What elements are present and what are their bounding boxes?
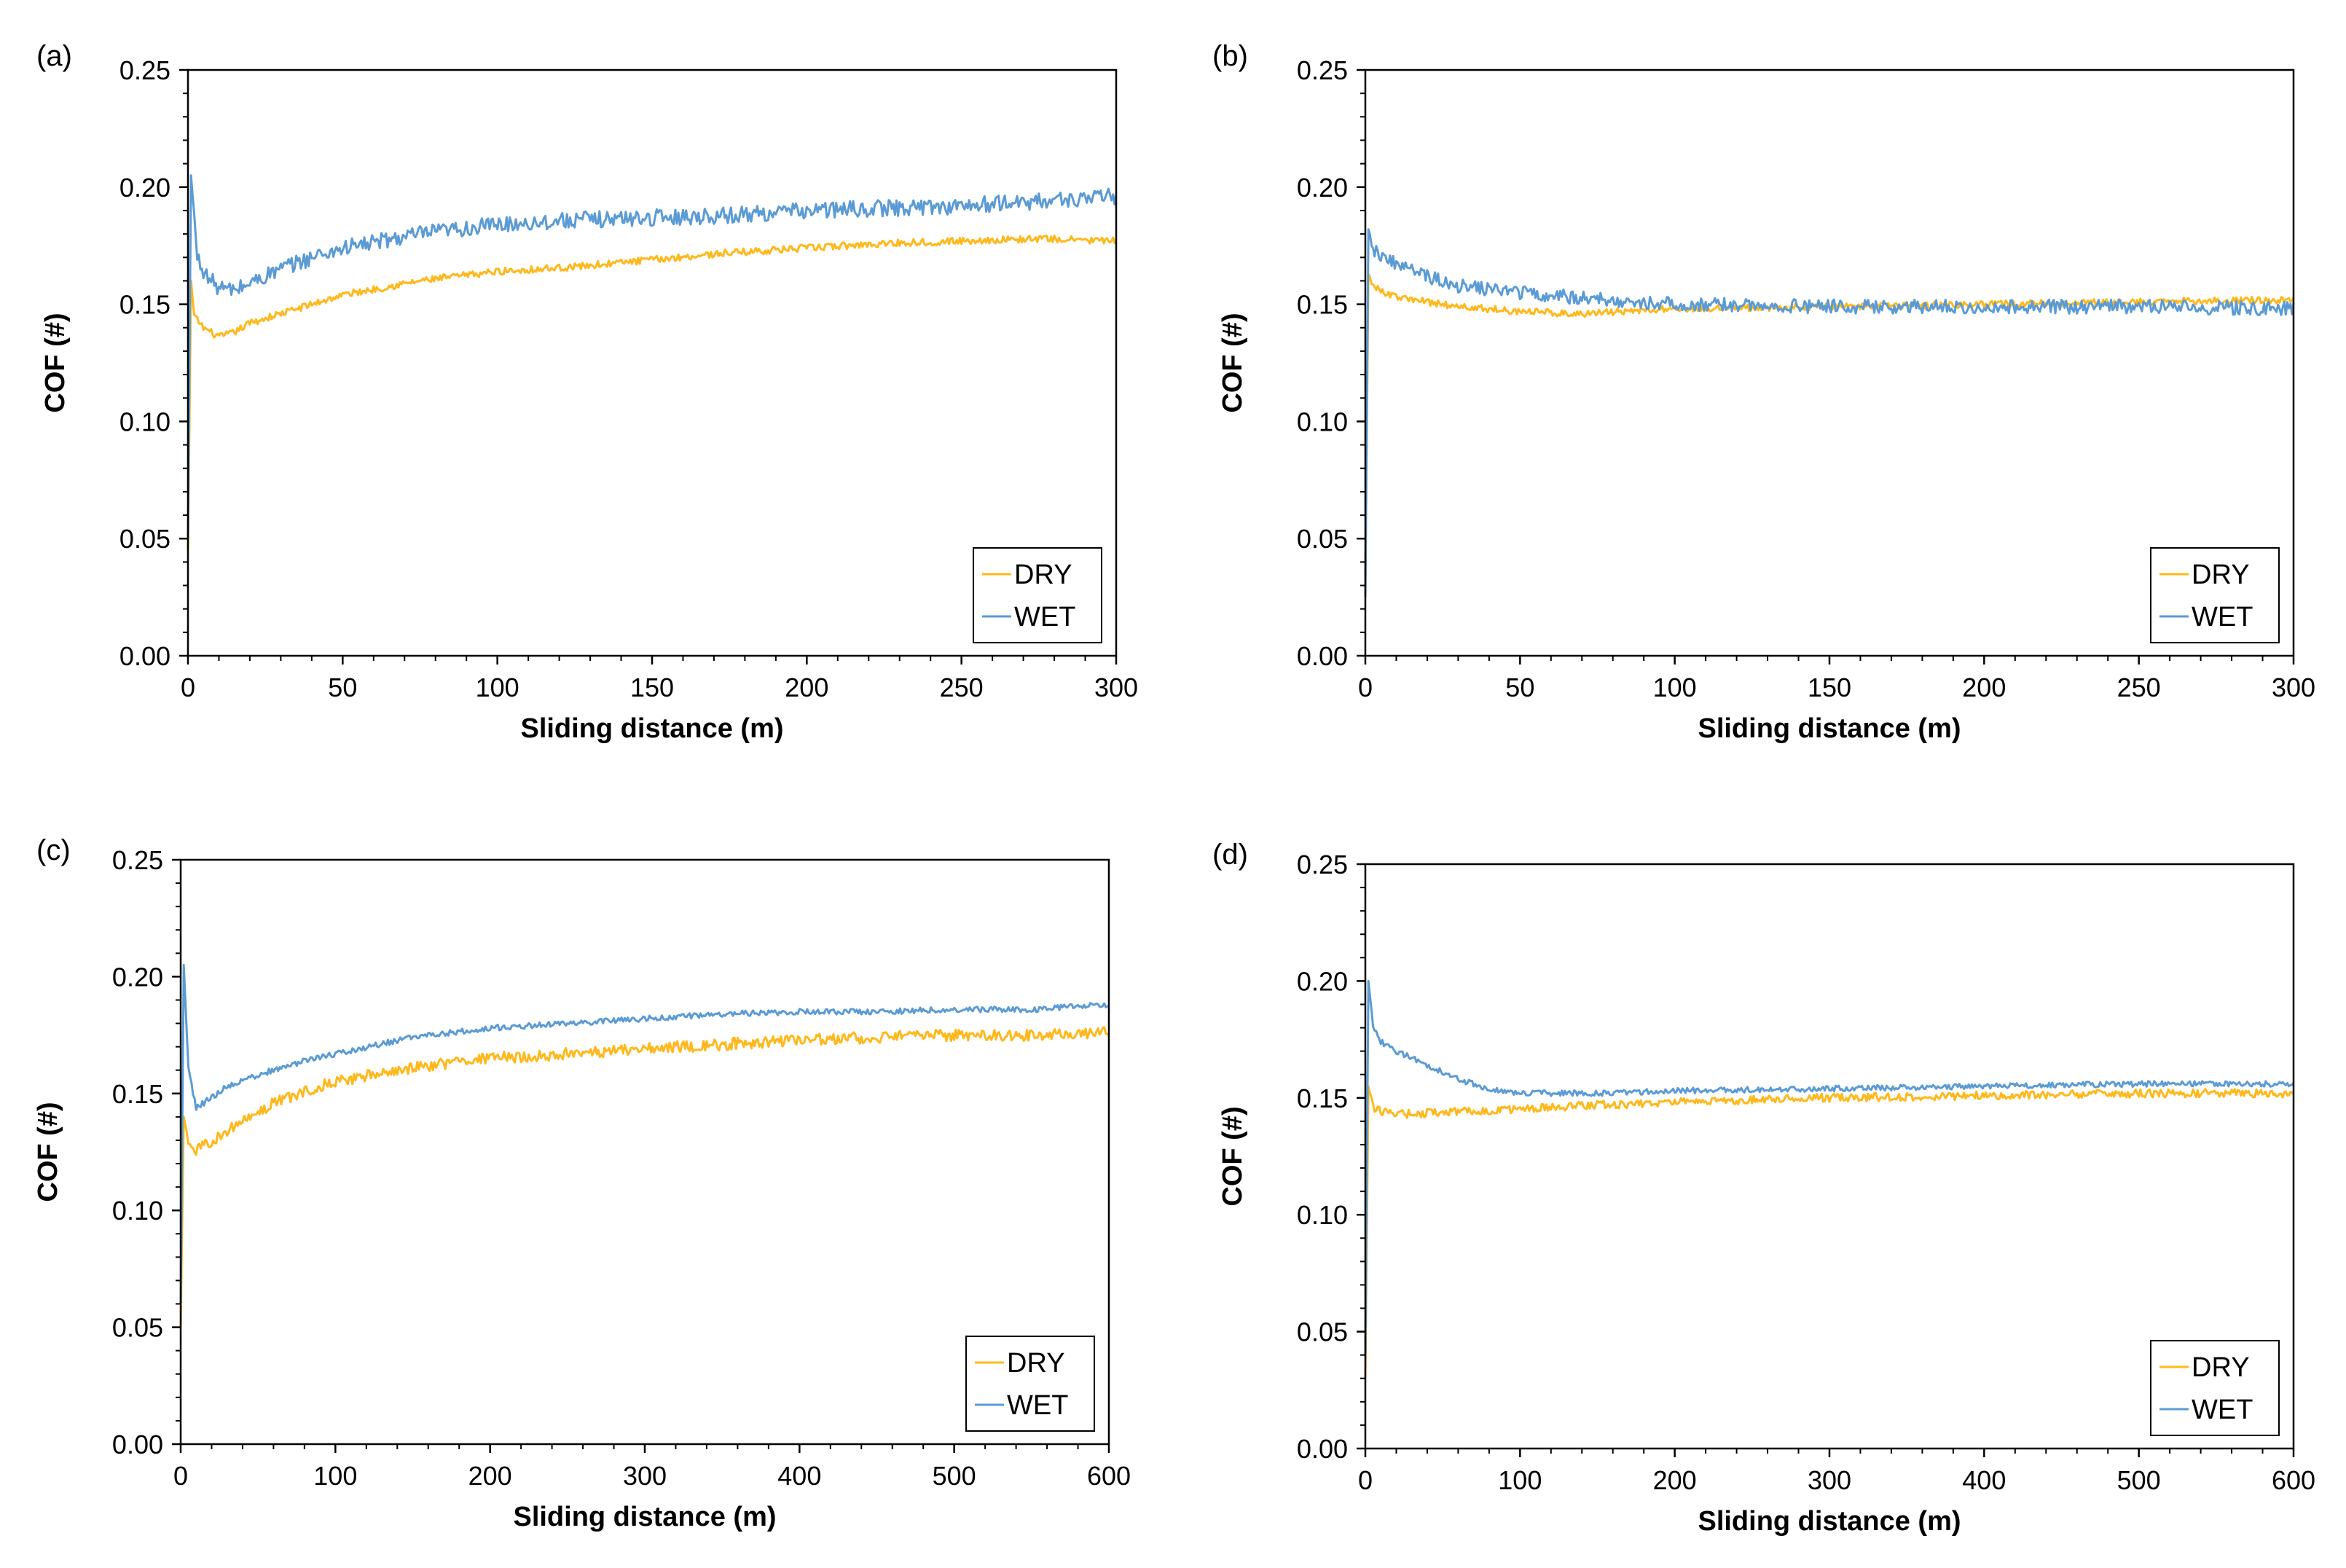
x-tick-label: 100 bbox=[313, 1461, 357, 1491]
x-tick-label: 500 bbox=[933, 1461, 976, 1491]
series-line-wet bbox=[1364, 979, 2295, 1355]
legend-box bbox=[973, 547, 1102, 643]
y-tick-label: 0.00 bbox=[1297, 641, 1348, 671]
y-tick-label: 0.00 bbox=[112, 1430, 163, 1459]
y-tick-label: 0.10 bbox=[119, 407, 170, 436]
legend-label-wet: WET bbox=[2192, 1395, 2253, 1425]
y-tick-label: 0.00 bbox=[1297, 1434, 1348, 1464]
x-tick-label: 100 bbox=[1653, 673, 1697, 702]
y-tick-label: 0.25 bbox=[119, 55, 170, 85]
x-tick-label: 300 bbox=[1808, 1465, 1851, 1495]
y-tick-label: 0.25 bbox=[1297, 55, 1348, 85]
y-tick-label: 0.10 bbox=[1297, 1200, 1348, 1230]
chart-panel-b: (b) 0.00 0.05 0.10 0.15 0.20 0.25 0 50 100 150 200 2… bbox=[1212, 40, 2315, 744]
y-tick-label: 0.10 bbox=[112, 1196, 163, 1226]
legend: DRY WET bbox=[973, 547, 1102, 643]
panel-label: (c) bbox=[36, 834, 71, 866]
x-axis-title: Sliding distance (m) bbox=[1698, 1506, 1961, 1537]
x-tick-label: 400 bbox=[777, 1461, 821, 1491]
y-tick-label: 0.25 bbox=[112, 845, 163, 875]
x-axis-title: Sliding distance (m) bbox=[1698, 713, 1961, 744]
y-tick-label: 0.05 bbox=[1297, 524, 1348, 554]
panel-label: (d) bbox=[1212, 839, 1248, 871]
y-tick-label: 0.05 bbox=[1297, 1317, 1348, 1347]
legend-label-dry: DRY bbox=[1007, 1348, 1065, 1379]
legend-label-wet: WET bbox=[1014, 602, 1075, 632]
x-tick-label: 150 bbox=[630, 673, 674, 702]
y-tick-label: 0.15 bbox=[112, 1079, 163, 1109]
x-tick-label: 400 bbox=[1962, 1465, 2006, 1495]
y-tick-label: 0.20 bbox=[1297, 173, 1348, 203]
x-axis-title: Sliding distance (m) bbox=[513, 1502, 776, 1532]
legend-label-dry: DRY bbox=[2192, 560, 2250, 590]
chart-panel-a: (a) 0.00 0.05 0.10 0.15 0.20 0.25 0 50 100 150 200 2… bbox=[36, 40, 1138, 744]
legend-label-wet: WET bbox=[2192, 602, 2253, 632]
series-line-wet bbox=[179, 963, 1110, 1304]
series-line-wet bbox=[1364, 228, 2295, 597]
x-tick-label: 0 bbox=[1358, 673, 1373, 702]
panel-label: (b) bbox=[1212, 40, 1248, 72]
series-line-dry bbox=[1364, 1085, 2294, 1379]
x-tick-label: 600 bbox=[1087, 1461, 1131, 1491]
x-tick-label: 600 bbox=[2272, 1465, 2315, 1495]
y-tick-label: 0.10 bbox=[1297, 407, 1348, 436]
series-group bbox=[1364, 228, 2295, 597]
y-axis-title: COF (#) bbox=[33, 1102, 63, 1202]
x-tick-label: 150 bbox=[1808, 673, 1851, 702]
series-line-dry bbox=[1364, 273, 2295, 586]
series-line-dry bbox=[179, 1026, 1110, 1328]
legend: DRY WET bbox=[965, 1336, 1095, 1432]
x-tick-label: 0 bbox=[181, 673, 195, 702]
y-tick-label: 0.05 bbox=[119, 524, 170, 554]
x-tick-label: 250 bbox=[2117, 673, 2161, 702]
x-tick-label: 500 bbox=[2117, 1465, 2161, 1495]
y-tick-label: 0.20 bbox=[112, 962, 163, 992]
x-tick-label: 100 bbox=[1498, 1465, 1542, 1495]
x-tick-label: 0 bbox=[1358, 1465, 1373, 1495]
x-tick-label: 300 bbox=[623, 1461, 667, 1491]
y-tick-label: 0.15 bbox=[1297, 290, 1348, 320]
series-line-wet bbox=[187, 174, 1118, 539]
y-axis-title: COF (#) bbox=[40, 313, 71, 412]
y-tick-label: 0.00 bbox=[119, 641, 170, 671]
series-group bbox=[179, 963, 1110, 1328]
chart-panel-d: (d) 0.00 0.05 0.10 0.15 0.20 0.25 0 100 200 300 400… bbox=[1212, 839, 2315, 1537]
x-tick-label: 50 bbox=[328, 673, 357, 702]
x-tick-label: 0 bbox=[173, 1461, 188, 1491]
legend: DRY WET bbox=[2150, 1340, 2280, 1436]
legend-label-dry: DRY bbox=[1014, 560, 1072, 590]
y-tick-label: 0.20 bbox=[119, 173, 170, 203]
x-tick-label: 50 bbox=[1505, 673, 1534, 702]
y-tick-label: 0.05 bbox=[112, 1313, 163, 1343]
y-axis-title: COF (#) bbox=[1217, 313, 1248, 412]
legend-label-dry: DRY bbox=[2192, 1352, 2250, 1383]
x-tick-label: 300 bbox=[1094, 673, 1138, 702]
x-tick-label: 250 bbox=[940, 673, 984, 702]
x-tick-label: 300 bbox=[2272, 673, 2315, 702]
legend: DRY WET bbox=[2150, 547, 2280, 643]
legend-label-wet: WET bbox=[1007, 1390, 1068, 1421]
series-line-dry bbox=[187, 234, 1118, 551]
x-tick-label: 100 bbox=[476, 673, 519, 702]
x-axis-title: Sliding distance (m) bbox=[520, 713, 783, 744]
y-tick-label: 0.15 bbox=[1297, 1083, 1348, 1113]
x-tick-label: 200 bbox=[1962, 673, 2006, 702]
y-tick-label: 0.25 bbox=[1297, 850, 1348, 879]
panel-label: (a) bbox=[36, 40, 72, 72]
y-axis-title: COF (#) bbox=[1217, 1106, 1248, 1206]
y-tick-label: 0.15 bbox=[119, 290, 170, 320]
legend-box bbox=[2150, 547, 2280, 643]
x-tick-label: 200 bbox=[785, 673, 828, 702]
legend-box bbox=[965, 1336, 1095, 1432]
chart-panel-c: (c) 0.00 0.05 0.10 0.15 0.20 0.25 0 100 200 300 400… bbox=[33, 834, 1131, 1532]
x-tick-label: 200 bbox=[1653, 1465, 1697, 1495]
series-group bbox=[1364, 979, 2295, 1379]
series-group bbox=[187, 174, 1118, 551]
y-tick-label: 0.20 bbox=[1297, 966, 1348, 996]
legend-box bbox=[2150, 1340, 2280, 1436]
x-tick-label: 200 bbox=[468, 1461, 512, 1491]
